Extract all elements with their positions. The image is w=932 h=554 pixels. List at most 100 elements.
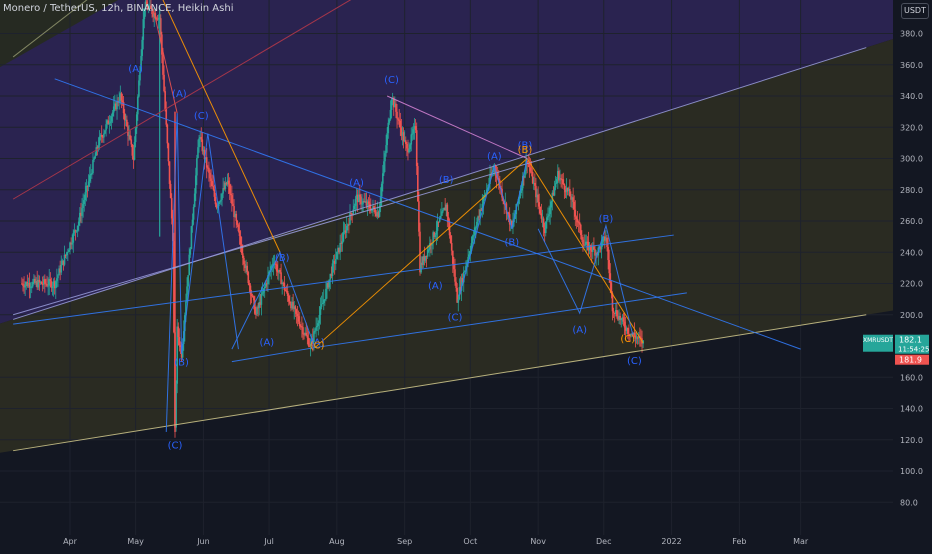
candle-body: [481, 203, 484, 210]
candle-body: [586, 241, 589, 243]
candle-body: [458, 287, 461, 300]
candle-body: [339, 242, 341, 253]
candle-body: [290, 303, 292, 309]
candle: [408, 142, 410, 154]
candle: [169, 180, 172, 199]
candle: [242, 244, 244, 266]
candle-body: [449, 235, 452, 243]
candle-body: [410, 134, 413, 145]
candle-body: [162, 54, 164, 75]
candle: [421, 256, 423, 269]
candle-body: [366, 201, 369, 206]
candle-body: [76, 225, 79, 231]
candle-body: [129, 135, 131, 140]
candle-body: [64, 254, 67, 256]
candle: [320, 295, 323, 310]
candle: [318, 305, 321, 330]
candle: [319, 297, 322, 325]
candle: [362, 198, 364, 213]
candle: [352, 199, 355, 216]
candle-body: [624, 327, 627, 331]
candle-body: [605, 237, 607, 241]
candle: [22, 278, 24, 292]
candle: [41, 276, 44, 292]
candle-body: [329, 273, 332, 280]
candle: [360, 193, 362, 210]
candle-body: [447, 216, 450, 223]
candle: [42, 275, 45, 290]
candle-body: [30, 286, 33, 288]
candle: [344, 224, 347, 239]
candle-body: [143, 8, 146, 20]
candle-body: [99, 135, 102, 137]
candle: [202, 146, 205, 156]
candle: [309, 338, 312, 357]
candle: [140, 49, 142, 73]
candle-body: [220, 199, 222, 202]
candle: [33, 274, 35, 285]
candle: [289, 294, 291, 306]
candle-body: [359, 194, 361, 197]
candle: [406, 142, 408, 157]
candle-body: [109, 121, 112, 123]
candle-body: [623, 321, 626, 328]
candle: [46, 275, 48, 288]
candle-body: [341, 241, 344, 244]
wave-label-0: (A): [128, 64, 143, 75]
candle-body: [258, 302, 261, 308]
candle-body: [519, 190, 522, 196]
candle: [302, 322, 304, 341]
candle: [157, 14, 160, 29]
candle: [471, 234, 474, 248]
candle-body: [116, 100, 118, 110]
candle-body: [271, 265, 274, 267]
candle: [115, 101, 117, 111]
candle: [133, 136, 136, 161]
candle: [34, 275, 36, 285]
price-tick-label: 200.0: [900, 311, 923, 320]
candle: [164, 86, 166, 112]
candle-body: [250, 294, 253, 297]
candle: [149, 0, 151, 10]
candle-body: [204, 157, 207, 160]
candle: [314, 328, 316, 334]
candle: [363, 193, 366, 203]
price-tick-label: 320.0: [900, 123, 923, 132]
candle-body: [303, 334, 305, 336]
candle-body: [450, 242, 453, 251]
candle-body: [391, 98, 394, 100]
currency-badge[interactable]: USDT: [901, 3, 929, 19]
candle: [622, 312, 625, 326]
candle: [145, 0, 148, 7]
candle: [384, 150, 386, 173]
candle: [63, 245, 66, 267]
candle: [410, 127, 413, 152]
candle: [236, 219, 239, 228]
bid-price-text: 181.9: [899, 356, 922, 365]
candle: [190, 225, 193, 250]
candle-body: [466, 262, 468, 266]
candle: [274, 260, 277, 270]
candle: [582, 237, 584, 252]
candle: [36, 270, 38, 291]
candle-body: [583, 244, 585, 246]
candle: [281, 279, 283, 295]
candle-body: [321, 302, 324, 305]
candle-body: [249, 285, 252, 295]
candle-body: [361, 203, 363, 205]
candle-body: [60, 264, 63, 273]
candle-body: [173, 241, 175, 333]
candle-body: [223, 188, 226, 190]
candle: [478, 209, 480, 221]
candle-body: [544, 221, 547, 234]
candle: [530, 160, 533, 177]
candle: [204, 157, 207, 163]
wave-label-9: (A): [349, 178, 364, 189]
candle-body: [72, 232, 75, 243]
candle: [246, 261, 248, 276]
candle: [210, 169, 212, 190]
candle-body: [394, 103, 396, 108]
candle: [367, 197, 370, 210]
